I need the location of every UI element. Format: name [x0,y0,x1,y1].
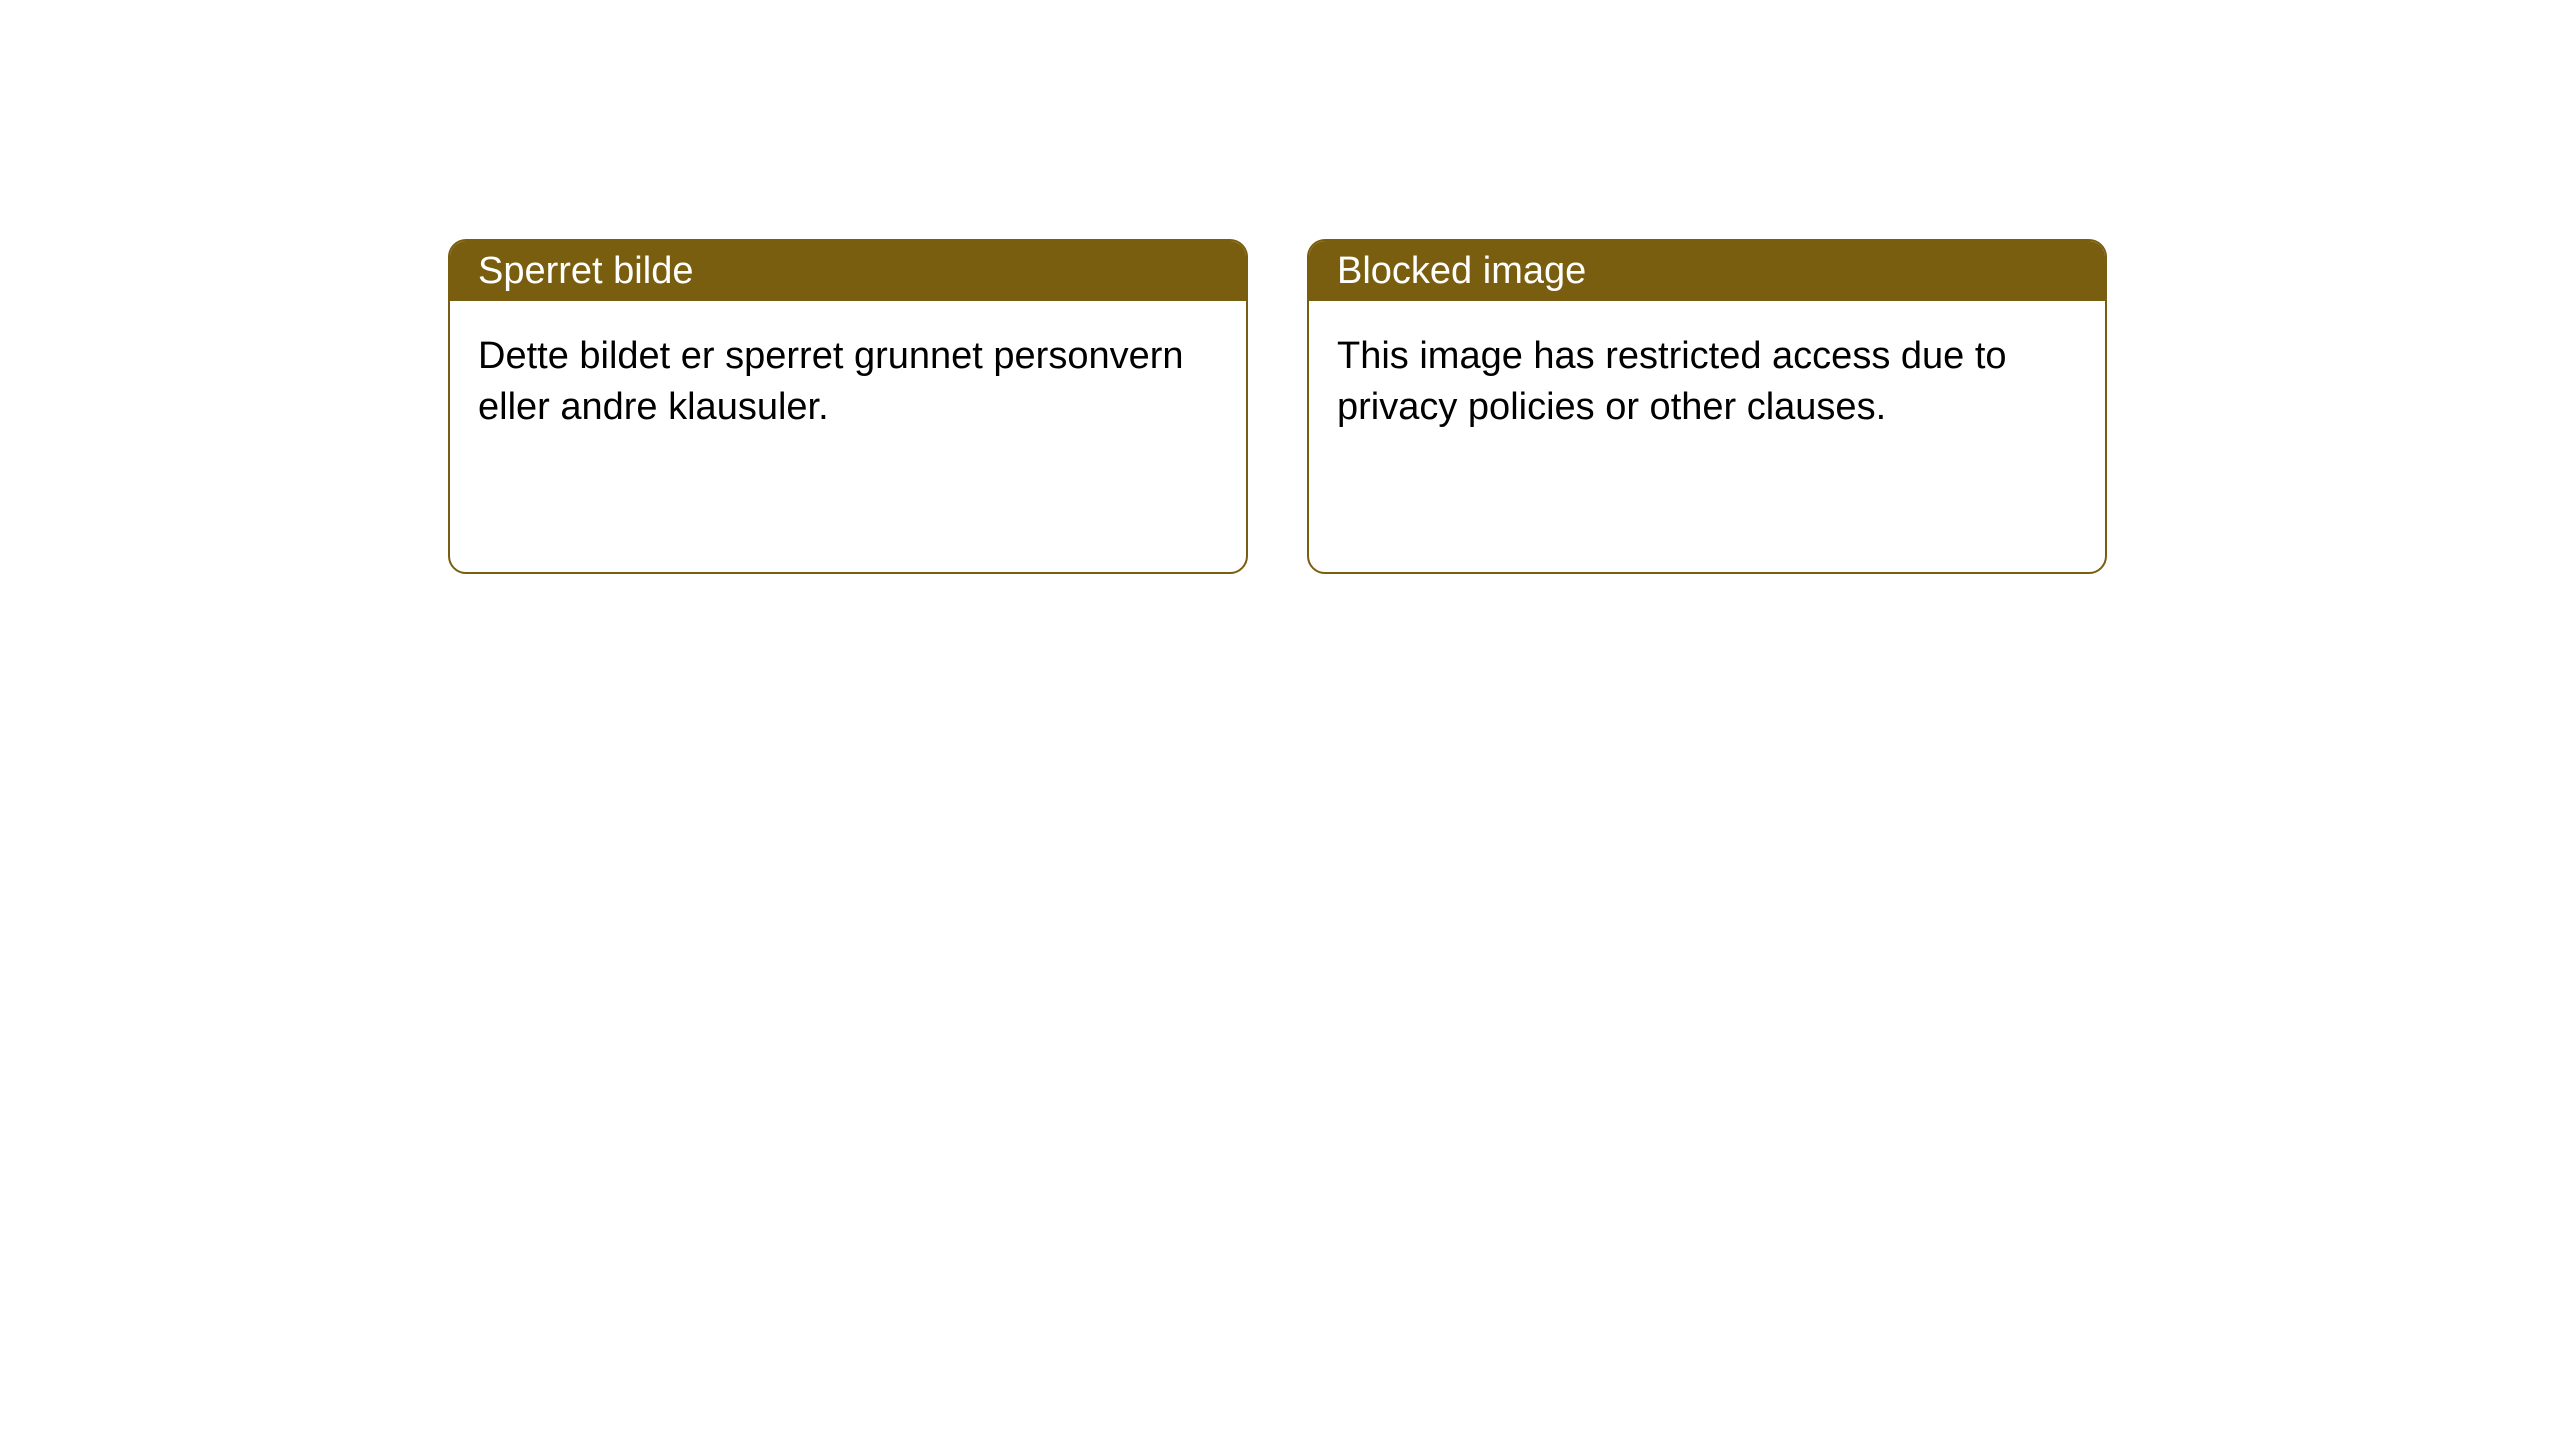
notice-card-norwegian: Sperret bilde Dette bildet er sperret gr… [448,239,1248,574]
notice-card-body: This image has restricted access due to … [1309,301,2105,464]
notice-card-header: Sperret bilde [450,241,1246,301]
notice-card-english: Blocked image This image has restricted … [1307,239,2107,574]
notice-cards-container: Sperret bilde Dette bildet er sperret gr… [448,239,2107,574]
notice-card-body: Dette bildet er sperret grunnet personve… [450,301,1246,464]
notice-card-header: Blocked image [1309,241,2105,301]
